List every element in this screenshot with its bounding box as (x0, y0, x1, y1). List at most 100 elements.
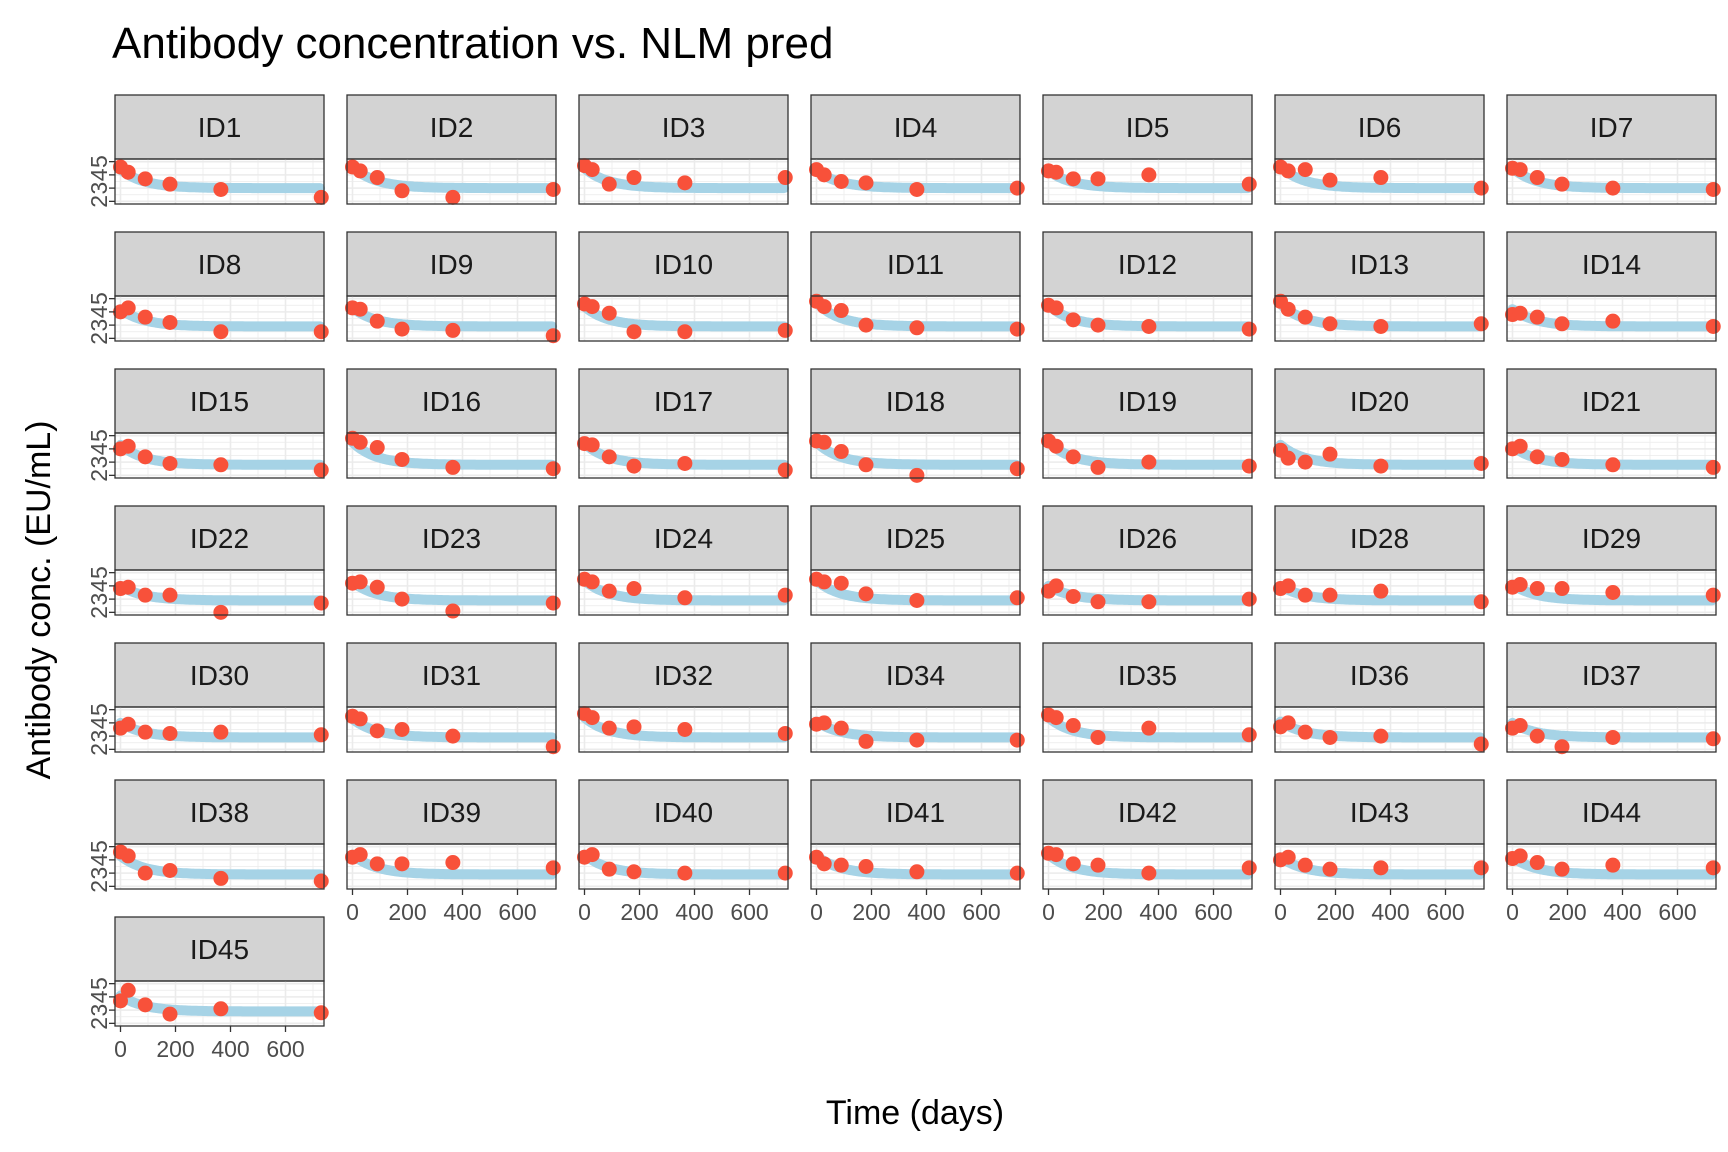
y-tick-label: 5 (86, 155, 112, 168)
x-tick-label: 200 (388, 899, 426, 925)
observed-point (1297, 587, 1313, 603)
facet-panel: ID40 0 200 400 600 (577, 779, 793, 925)
y-tick-label: 2 (86, 332, 112, 345)
panel-border (578, 706, 789, 753)
observed-point (120, 848, 136, 864)
observed-point (369, 313, 385, 329)
observed-point (1141, 720, 1157, 736)
panel-border (1042, 843, 1253, 890)
panel-border (346, 295, 557, 342)
facet-strip (578, 94, 789, 160)
facet-strip-label: ID19 (1118, 386, 1177, 417)
facet-strip (578, 368, 789, 434)
facet-strip (346, 231, 557, 297)
facet-strip-label: ID41 (886, 797, 945, 828)
panel-border (578, 432, 789, 479)
facet-panel: ID7 (1505, 94, 1721, 205)
y-tick-label: 2 (86, 880, 112, 893)
observed-point (394, 321, 410, 337)
x-tick-label: 600 (266, 1036, 304, 1062)
x-tick-label: 400 (443, 899, 481, 925)
facet-panel: ID19 (1041, 368, 1257, 479)
y-tick-label: 4 (86, 579, 112, 592)
observed-point (162, 725, 178, 741)
x-tick-label: 0 (578, 899, 591, 925)
facet-strip-label: ID24 (654, 523, 713, 554)
facet-strip (578, 642, 789, 708)
panel-border (1506, 432, 1717, 479)
observed-point (777, 865, 793, 881)
observed-point (113, 993, 128, 1009)
observed-point (1241, 727, 1257, 743)
facet-strip-label: ID34 (886, 660, 945, 691)
facet-panel: ID4 (809, 94, 1025, 205)
observed-point (120, 164, 136, 180)
facet-strip-label: ID45 (190, 934, 249, 965)
observed-point (1373, 318, 1389, 334)
facet-strip (114, 368, 325, 434)
facet-strip (810, 779, 1021, 845)
facet-strip (578, 779, 789, 845)
observed-point (1705, 318, 1721, 334)
facet-strip (114, 916, 325, 982)
observed-point (445, 189, 461, 205)
y-tick-label: 3 (86, 730, 112, 743)
facet-strip (1274, 231, 1485, 297)
observed-point (833, 303, 849, 319)
observed-point (1705, 860, 1721, 876)
observed-point (777, 725, 793, 741)
facet-strip (1274, 505, 1485, 571)
x-tick-label: 400 (1139, 899, 1177, 925)
panel-border (346, 432, 557, 479)
observed-point (120, 579, 136, 595)
facet-strip (578, 505, 789, 571)
observed-point (601, 449, 617, 465)
facet-strip-label: ID18 (886, 386, 945, 417)
observed-point (1605, 729, 1621, 745)
facet-strip (346, 368, 557, 434)
facet-strip-label: ID25 (886, 523, 945, 554)
predicted-line (1507, 852, 1718, 880)
x-tick-label: 600 (498, 899, 536, 925)
y-tick-label: 5 (86, 840, 112, 853)
y-tick-label: 3 (86, 456, 112, 469)
panel-border (1042, 569, 1253, 616)
facet-strip-label: ID6 (1358, 112, 1402, 143)
panel-border (810, 295, 1021, 342)
facet-strip-label: ID28 (1350, 523, 1409, 554)
y-tick-label: 2 (86, 743, 112, 756)
x-tick-label: 600 (962, 899, 1000, 925)
y-tick-label: 4 (86, 990, 112, 1003)
predicted-line (1507, 579, 1718, 606)
observed-point (833, 575, 849, 591)
observed-point (213, 870, 229, 886)
observed-point (1241, 176, 1257, 192)
x-tick-label: 0 (346, 899, 359, 925)
observed-point (909, 864, 925, 880)
x-tick-label: 200 (620, 899, 658, 925)
observed-point (1473, 736, 1489, 752)
observed-point (601, 720, 617, 736)
x-tick-label: 200 (1548, 899, 1586, 925)
observed-point (858, 859, 874, 874)
observed-point (858, 586, 874, 602)
observed-point (858, 175, 874, 191)
observed-point (1009, 321, 1025, 337)
facet-strip-label: ID42 (1118, 797, 1177, 828)
facet-strip-label: ID12 (1118, 249, 1177, 280)
facet-panel: ID16 (345, 368, 561, 479)
facet-panel: ID43 0 200 400 600 (1273, 779, 1489, 925)
facet-strip-label: ID2 (430, 112, 474, 143)
observed-point (601, 861, 617, 877)
panel-border (1042, 706, 1253, 753)
observed-point (352, 847, 368, 863)
panel-border (346, 706, 557, 753)
y-tick-label: 4 (86, 305, 112, 318)
observed-point (1048, 578, 1064, 594)
panel-border (810, 158, 1021, 205)
observed-point (909, 592, 925, 608)
observed-point (816, 167, 832, 183)
predicted-line (115, 580, 326, 606)
